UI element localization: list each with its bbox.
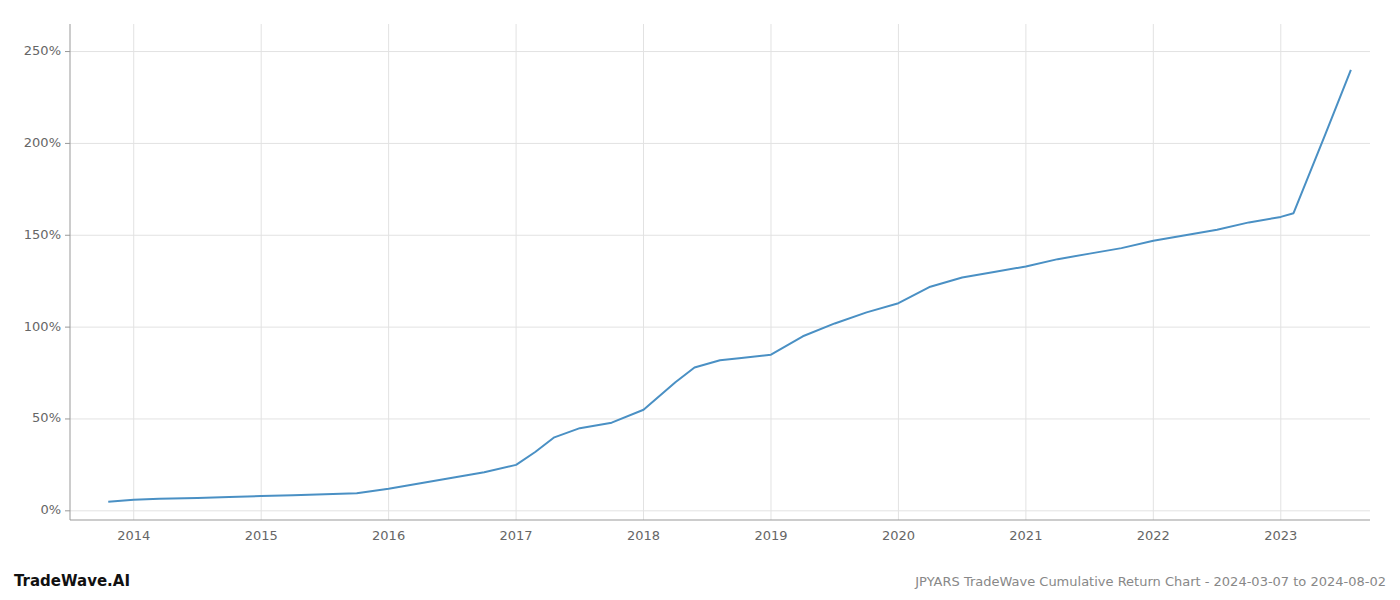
grid: [70, 24, 1370, 520]
y-grid-line: [70, 51, 1370, 52]
x-grid-line: [643, 24, 644, 520]
x-axis-line: [70, 520, 1370, 521]
series-line: [108, 70, 1351, 502]
y-tick: [65, 418, 70, 419]
x-tick-label: 2019: [754, 528, 787, 543]
x-grid-line: [133, 24, 134, 520]
x-tick-label: 2023: [1264, 528, 1297, 543]
y-grid-line: [70, 418, 1370, 419]
x-grid-line: [388, 24, 389, 520]
y-tick: [65, 143, 70, 144]
y-tick: [65, 510, 70, 511]
x-tick-label: 2022: [1137, 528, 1170, 543]
x-grid-line: [898, 24, 899, 520]
x-tick-label: 2016: [372, 528, 405, 543]
plot-area: [108, 70, 1351, 502]
x-tick-label: 2021: [1009, 528, 1042, 543]
y-tick-label: 0%: [40, 502, 61, 517]
y-grid-line: [70, 143, 1370, 144]
x-grid-line: [1280, 24, 1281, 520]
y-tick: [65, 327, 70, 328]
x-grid-line: [1025, 24, 1026, 520]
y-tick-label: 50%: [32, 410, 61, 425]
chart: 0% 50% 100% 150% 200% 250% 2014 2015 2016 2017 201…: [0, 0, 1400, 600]
x-tick-label: 2020: [882, 528, 915, 543]
y-tick: [65, 235, 70, 236]
x-tick-label: 2017: [500, 528, 533, 543]
chart-caption: JPYARS TradeWave Cumulative Return Chart…: [914, 574, 1386, 589]
x-grid-line: [770, 24, 771, 520]
y-tick: [65, 51, 70, 52]
x-grid-line: [1153, 24, 1154, 520]
brand-label: TradeWave.AI: [14, 572, 130, 590]
y-tick-label: 100%: [24, 319, 61, 334]
axes: 0% 50% 100% 150% 200% 250% 2014 2015 2016 2017 201…: [24, 24, 1370, 543]
y-grid-line: [70, 327, 1370, 328]
y-tick-label: 200%: [24, 135, 61, 150]
x-tick-label: 2015: [245, 528, 278, 543]
y-tick-label: 250%: [24, 43, 61, 58]
x-grid-line: [261, 24, 262, 520]
x-tick-label: 2014: [117, 528, 150, 543]
y-axis-line: [70, 24, 71, 520]
y-grid-line: [70, 510, 1370, 511]
x-tick-label: 2018: [627, 528, 660, 543]
x-grid-line: [516, 24, 517, 520]
y-tick-label: 150%: [24, 227, 61, 242]
y-grid-line: [70, 235, 1370, 236]
